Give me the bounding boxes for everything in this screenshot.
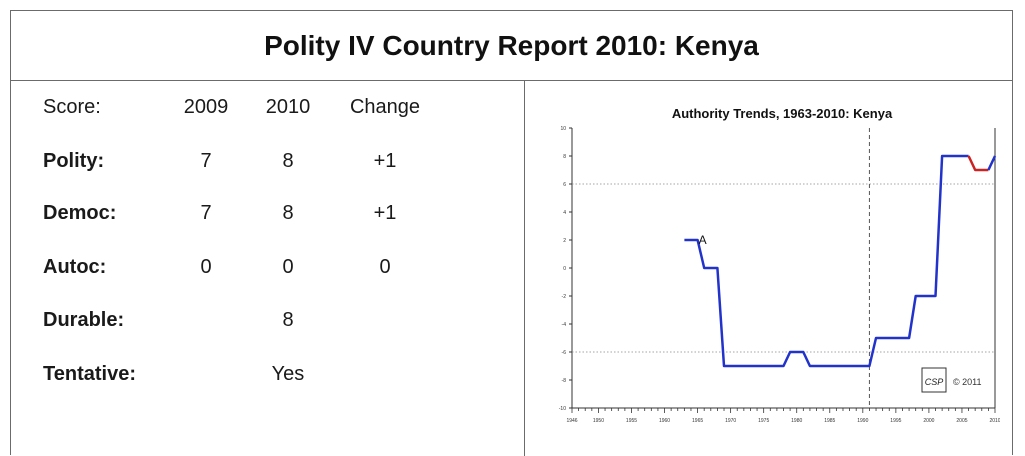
y-tick-label: -6: [562, 350, 567, 356]
y-tick-label: -2: [562, 294, 567, 300]
score-row-2010: 0: [282, 256, 294, 278]
x-tick-label: 2010: [989, 418, 1000, 424]
x-tick-label: 1970: [725, 418, 736, 424]
score-row-2009: 7: [200, 202, 212, 224]
x-tick-label: 1995: [890, 418, 901, 424]
page-title: Polity IV Country Report 2010: Kenya: [264, 29, 759, 61]
score-row-democ: Democ: 7 8 +1: [43, 202, 463, 232]
score-row-label: Durable:: [43, 309, 125, 331]
score-header-row: Score: 2009 2010 Change: [43, 96, 463, 126]
score-row-tentative: Tentative: Yes: [43, 363, 463, 393]
score-row-durable: Durable: 8: [43, 309, 463, 339]
score-row-2010: 8: [282, 309, 294, 331]
csp-logo-box: [921, 367, 947, 393]
score-row-2010: 8: [282, 202, 294, 224]
score-row-change: +1: [373, 202, 397, 224]
score-row-polity: Polity: 7 8 +1: [43, 150, 463, 180]
x-tick-label: 1990: [857, 418, 868, 424]
y-tick-label: -10: [559, 406, 566, 412]
x-tick-label: 1960: [659, 418, 670, 424]
score-row-label: Autoc:: [43, 256, 107, 278]
x-tick-label: 1955: [626, 418, 637, 424]
x-tick-label: 1985: [824, 418, 835, 424]
x-tick-label: 1946: [566, 418, 577, 424]
score-row-autoc: Autoc: 0 0 0: [43, 256, 463, 286]
score-row-2009: 0: [200, 256, 212, 278]
series-line-1: [967, 155, 989, 172]
series-line-0: [684, 154, 969, 368]
x-tick-label: 1965: [692, 418, 703, 424]
chart-annotations: A: [699, 233, 707, 247]
x-tick-label: 2005: [956, 418, 967, 424]
report-frame: Polity IV Country Report 2010: Kenya: [10, 10, 1013, 456]
score-row-2009: 7: [200, 150, 212, 172]
y-tick-label: 10: [560, 126, 566, 132]
csp-logo-caption: © 2011: [953, 377, 982, 387]
y-tick-label: 0: [563, 266, 566, 272]
csp-logo-text: CSP: [925, 377, 944, 387]
y-tick-label: 8: [563, 154, 566, 160]
score-header-2010: 2010: [265, 96, 311, 118]
y-tick-label: 4: [563, 210, 566, 216]
x-tick-label: 1975: [758, 418, 769, 424]
chart-svg: Authority Trends, 1963-2010: Kenya 10 8 6 4…: [559, 106, 1001, 424]
y-tick-label: -8: [562, 378, 567, 384]
score-header-change: Change: [349, 96, 421, 118]
score-header-label: Score:: [43, 96, 101, 118]
y-tick-label: 6: [563, 182, 566, 188]
annotation-label: A: [699, 233, 707, 247]
score-row-2010: 8: [282, 150, 294, 172]
score-row-change: +1: [373, 150, 397, 172]
x-tick-label: 1950: [593, 418, 604, 424]
authority-trends-chart: Authority Trends, 1963-2010: Kenya 10 8 6 4…: [520, 98, 1001, 438]
title-bar: Polity IV Country Report 2010: Kenya: [11, 11, 1012, 81]
column-divider: [524, 81, 525, 456]
score-row-2010: Yes: [271, 363, 305, 385]
score-row-change: 0: [379, 256, 391, 278]
y-tick-label: -4: [562, 322, 567, 328]
score-header-2009: 2009: [183, 96, 229, 118]
y-tick-label: 2: [563, 238, 566, 244]
x-tick-label: 2000: [923, 418, 934, 424]
series-line-2: [987, 155, 997, 171]
chart-title: Authority Trends, 1963-2010: Kenya: [672, 106, 893, 121]
score-row-label: Tentative:: [43, 363, 136, 385]
score-row-label: Polity:: [43, 150, 105, 172]
x-tick-label: 1980: [791, 418, 802, 424]
score-row-label: Democ:: [43, 202, 117, 224]
chart-series: [684, 154, 997, 368]
csp-logo: CSP © 2011: [921, 367, 982, 393]
